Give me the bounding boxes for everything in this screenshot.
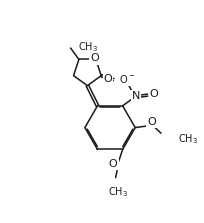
Text: O: O <box>147 117 156 127</box>
Text: O: O <box>109 159 118 169</box>
Text: CH$_3$: CH$_3$ <box>178 132 198 146</box>
Text: O: O <box>149 89 158 99</box>
Text: O$^-$: O$^-$ <box>119 73 135 85</box>
Text: CH$_3$: CH$_3$ <box>108 185 128 199</box>
Text: O: O <box>90 54 99 63</box>
Text: O: O <box>104 74 112 84</box>
Text: N: N <box>132 91 140 101</box>
Text: CH$_3$: CH$_3$ <box>78 40 98 54</box>
